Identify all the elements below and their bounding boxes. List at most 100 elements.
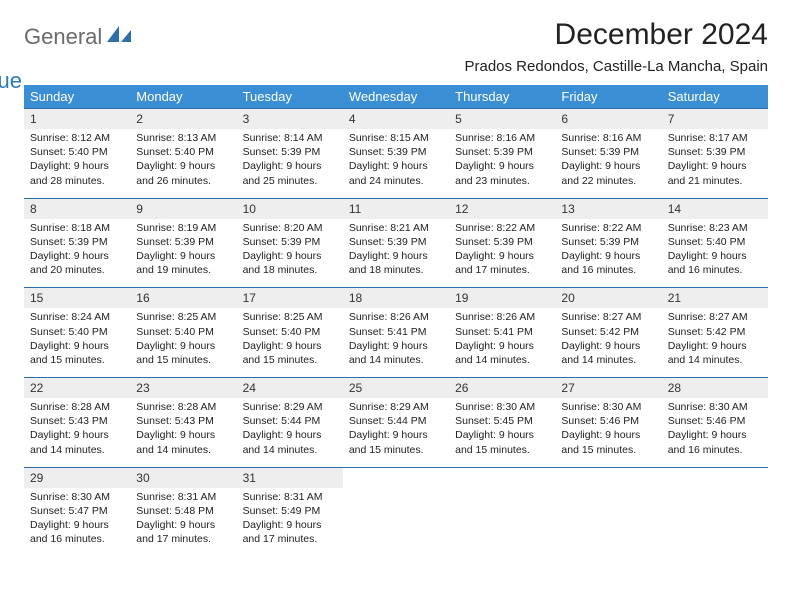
logo: General Blue — [24, 18, 133, 76]
day-number: 18 — [343, 288, 449, 309]
day-day1: Daylight: 9 hours — [243, 518, 337, 532]
day-number: 30 — [130, 467, 236, 488]
day-number: 27 — [555, 378, 661, 399]
day-day1: Daylight: 9 hours — [136, 518, 230, 532]
day-day1: Daylight: 9 hours — [668, 428, 762, 442]
day-sunset: Sunset: 5:40 PM — [136, 325, 230, 339]
title-block: December 2024 Prados Redondos, Castille-… — [464, 18, 768, 83]
day-day2: and 25 minutes. — [243, 174, 337, 188]
day-sunset: Sunset: 5:39 PM — [561, 145, 655, 159]
day-header: Wednesday — [343, 85, 449, 109]
day-day2: and 24 minutes. — [349, 174, 443, 188]
day-number: 21 — [662, 288, 768, 309]
day-number: 31 — [237, 467, 343, 488]
day-sunset: Sunset: 5:41 PM — [455, 325, 549, 339]
day-header: Thursday — [449, 85, 555, 109]
day-day2: and 14 minutes. — [561, 353, 655, 367]
day-number: 8 — [24, 198, 130, 219]
day-day1: Daylight: 9 hours — [349, 249, 443, 263]
day-number — [555, 467, 661, 488]
day-day2: and 17 minutes. — [243, 532, 337, 546]
day-sunset: Sunset: 5:39 PM — [455, 235, 549, 249]
day-cell — [449, 488, 555, 557]
day-sunset: Sunset: 5:40 PM — [243, 325, 337, 339]
day-sunset: Sunset: 5:39 PM — [349, 235, 443, 249]
day-sunset: Sunset: 5:42 PM — [668, 325, 762, 339]
day-day1: Daylight: 9 hours — [349, 428, 443, 442]
day-day1: Daylight: 9 hours — [349, 159, 443, 173]
day-sunrise: Sunrise: 8:17 AM — [668, 131, 762, 145]
day-sunrise: Sunrise: 8:26 AM — [349, 310, 443, 324]
day-sunrise: Sunrise: 8:19 AM — [136, 221, 230, 235]
day-number: 25 — [343, 378, 449, 399]
day-sunrise: Sunrise: 8:16 AM — [561, 131, 655, 145]
calendar-table: Sunday Monday Tuesday Wednesday Thursday… — [24, 85, 768, 556]
day-sunset: Sunset: 5:40 PM — [30, 325, 124, 339]
day-sunset: Sunset: 5:44 PM — [243, 414, 337, 428]
day-day2: and 14 minutes. — [136, 443, 230, 457]
day-day1: Daylight: 9 hours — [30, 428, 124, 442]
day-number: 1 — [24, 109, 130, 130]
day-day2: and 14 minutes. — [668, 353, 762, 367]
day-sunrise: Sunrise: 8:31 AM — [136, 490, 230, 504]
day-header: Saturday — [662, 85, 768, 109]
day-day2: and 15 minutes. — [349, 443, 443, 457]
day-cell: Sunrise: 8:30 AMSunset: 5:47 PMDaylight:… — [24, 488, 130, 557]
week-info-row: Sunrise: 8:12 AMSunset: 5:40 PMDaylight:… — [24, 129, 768, 198]
day-number — [662, 467, 768, 488]
day-day2: and 28 minutes. — [30, 174, 124, 188]
day-sunrise: Sunrise: 8:24 AM — [30, 310, 124, 324]
day-sunset: Sunset: 5:44 PM — [349, 414, 443, 428]
day-sunrise: Sunrise: 8:22 AM — [561, 221, 655, 235]
day-cell: Sunrise: 8:20 AMSunset: 5:39 PMDaylight:… — [237, 219, 343, 288]
day-day2: and 15 minutes. — [561, 443, 655, 457]
day-day2: and 26 minutes. — [136, 174, 230, 188]
day-sunrise: Sunrise: 8:29 AM — [349, 400, 443, 414]
day-number: 28 — [662, 378, 768, 399]
day-cell — [662, 488, 768, 557]
day-cell: Sunrise: 8:31 AMSunset: 5:48 PMDaylight:… — [130, 488, 236, 557]
day-cell: Sunrise: 8:28 AMSunset: 5:43 PMDaylight:… — [130, 398, 236, 467]
day-day1: Daylight: 9 hours — [243, 249, 337, 263]
day-sunset: Sunset: 5:39 PM — [349, 145, 443, 159]
day-number: 10 — [237, 198, 343, 219]
day-sunset: Sunset: 5:45 PM — [455, 414, 549, 428]
day-cell: Sunrise: 8:15 AMSunset: 5:39 PMDaylight:… — [343, 129, 449, 198]
day-sunset: Sunset: 5:40 PM — [136, 145, 230, 159]
day-cell: Sunrise: 8:30 AMSunset: 5:45 PMDaylight:… — [449, 398, 555, 467]
day-number: 19 — [449, 288, 555, 309]
day-number: 12 — [449, 198, 555, 219]
day-sunrise: Sunrise: 8:28 AM — [136, 400, 230, 414]
day-sunrise: Sunrise: 8:16 AM — [455, 131, 549, 145]
day-number: 6 — [555, 109, 661, 130]
header: General Blue December 2024 Prados Redond… — [24, 18, 768, 83]
day-cell: Sunrise: 8:16 AMSunset: 5:39 PMDaylight:… — [449, 129, 555, 198]
day-sunset: Sunset: 5:39 PM — [243, 145, 337, 159]
day-cell: Sunrise: 8:25 AMSunset: 5:40 PMDaylight:… — [130, 308, 236, 377]
day-sunrise: Sunrise: 8:30 AM — [668, 400, 762, 414]
day-sunset: Sunset: 5:43 PM — [136, 414, 230, 428]
day-day1: Daylight: 9 hours — [136, 428, 230, 442]
logo-text-general: General — [24, 24, 102, 49]
day-day2: and 18 minutes. — [243, 263, 337, 277]
week-number-row: 15161718192021 — [24, 288, 768, 309]
day-sunset: Sunset: 5:47 PM — [30, 504, 124, 518]
day-day1: Daylight: 9 hours — [243, 339, 337, 353]
logo-text-blue: Blue — [0, 68, 22, 93]
day-sunset: Sunset: 5:41 PM — [349, 325, 443, 339]
day-number: 15 — [24, 288, 130, 309]
day-day2: and 16 minutes. — [668, 263, 762, 277]
day-day2: and 14 minutes. — [243, 443, 337, 457]
day-cell: Sunrise: 8:16 AMSunset: 5:39 PMDaylight:… — [555, 129, 661, 198]
day-cell: Sunrise: 8:12 AMSunset: 5:40 PMDaylight:… — [24, 129, 130, 198]
day-number: 23 — [130, 378, 236, 399]
day-sunrise: Sunrise: 8:18 AM — [30, 221, 124, 235]
week-info-row: Sunrise: 8:18 AMSunset: 5:39 PMDaylight:… — [24, 219, 768, 288]
day-sunset: Sunset: 5:48 PM — [136, 504, 230, 518]
day-sunset: Sunset: 5:39 PM — [30, 235, 124, 249]
day-day2: and 14 minutes. — [30, 443, 124, 457]
day-cell: Sunrise: 8:22 AMSunset: 5:39 PMDaylight:… — [555, 219, 661, 288]
day-day2: and 14 minutes. — [455, 353, 549, 367]
day-day2: and 15 minutes. — [136, 353, 230, 367]
day-cell: Sunrise: 8:29 AMSunset: 5:44 PMDaylight:… — [343, 398, 449, 467]
